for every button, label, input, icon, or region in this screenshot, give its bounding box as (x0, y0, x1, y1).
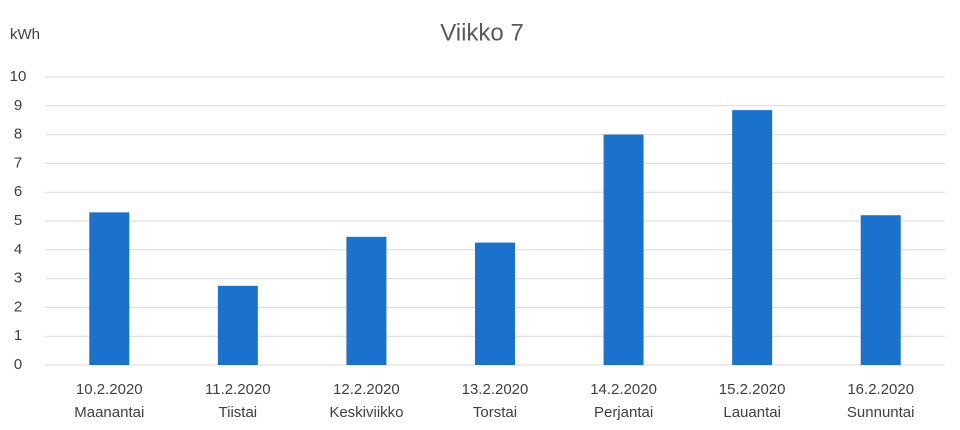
x-tick-label: 15.2.2020 (719, 381, 786, 398)
x-tick-sublabel: Maanantai (74, 404, 144, 421)
x-tick-sublabel: Lauantai (723, 404, 781, 421)
bar (89, 212, 130, 365)
x-tick-label: 12.2.2020 (333, 381, 400, 398)
x-tick-label: 11.2.2020 (205, 381, 271, 398)
bar (732, 110, 773, 366)
chart-title: Viikko 7 (440, 19, 524, 46)
y-tick-label: 7 (14, 154, 22, 171)
bar (860, 215, 901, 365)
x-tick-label: 10.2.2020 (76, 381, 143, 398)
bar (475, 242, 515, 365)
bar (346, 236, 387, 365)
y-tick-label: 1 (14, 327, 22, 344)
y-tick-label: 8 (14, 126, 22, 143)
bar (603, 134, 644, 365)
x-tick-sublabel: Perjantai (594, 404, 653, 421)
y-tick-label: 4 (14, 241, 22, 258)
x-tick-label: 16.2.2020 (847, 381, 914, 398)
bar (217, 285, 258, 365)
y-tick-label: 3 (14, 270, 22, 287)
x-tick-sublabel: Tiistai (219, 404, 258, 421)
y-tick-label: 10 (10, 68, 27, 85)
x-tick-sublabel: Sunnuntai (847, 404, 915, 421)
x-tick-label: 13.2.2020 (462, 381, 529, 398)
y-axis-label: kWh (10, 26, 40, 43)
y-tick-label: 0 (14, 356, 22, 373)
y-tick-label: 9 (14, 97, 22, 114)
x-tick-label: 14.2.2020 (590, 381, 657, 398)
y-tick-label: 5 (14, 212, 22, 229)
x-tick-sublabel: Torstai (473, 404, 517, 421)
x-tick-sublabel: Keskiviikko (329, 404, 403, 421)
y-tick-label: 2 (14, 298, 22, 315)
y-tick-label: 6 (14, 183, 22, 200)
